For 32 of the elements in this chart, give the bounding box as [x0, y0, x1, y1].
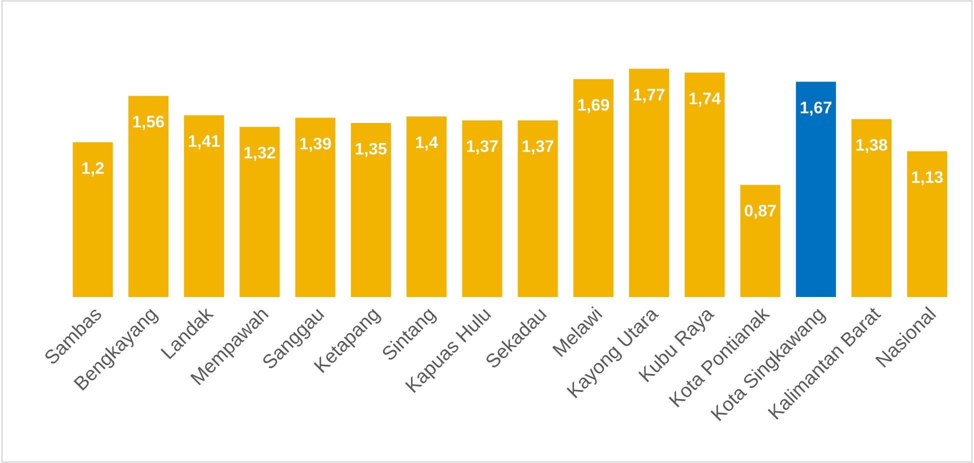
bar — [740, 184, 780, 297]
data-label: 1,77 — [634, 88, 665, 103]
data-label: 0,87 — [744, 204, 776, 219]
data-label: 1,37 — [522, 140, 554, 154]
bar — [462, 120, 502, 297]
bar — [796, 82, 836, 297]
data-label: 1,13 — [912, 171, 943, 186]
data-label: 1,2 — [82, 162, 104, 176]
data-label: 1,56 — [133, 116, 164, 130]
data-label: 1,74 — [690, 92, 721, 107]
bar — [240, 126, 280, 297]
bar — [295, 118, 336, 297]
bar — [518, 120, 558, 297]
data-label: 1,35 — [356, 142, 387, 158]
bar — [684, 72, 725, 297]
bar — [573, 79, 614, 297]
data-label: 1,41 — [188, 135, 220, 150]
data-label: 1,37 — [467, 140, 498, 154]
data-label: 1,39 — [300, 138, 331, 152]
bar — [184, 115, 224, 297]
data-label: 1,69 — [578, 98, 610, 114]
data-label: 1,4 — [416, 136, 438, 151]
bar — [72, 142, 113, 297]
bar — [128, 96, 168, 297]
bar — [852, 119, 892, 297]
data-label: 1,32 — [244, 146, 276, 161]
bar — [907, 151, 948, 297]
bar — [350, 122, 391, 297]
data-label: 1,67 — [800, 102, 832, 116]
data-label: 1,38 — [856, 138, 888, 154]
bar — [629, 68, 670, 297]
bar — [406, 116, 447, 297]
